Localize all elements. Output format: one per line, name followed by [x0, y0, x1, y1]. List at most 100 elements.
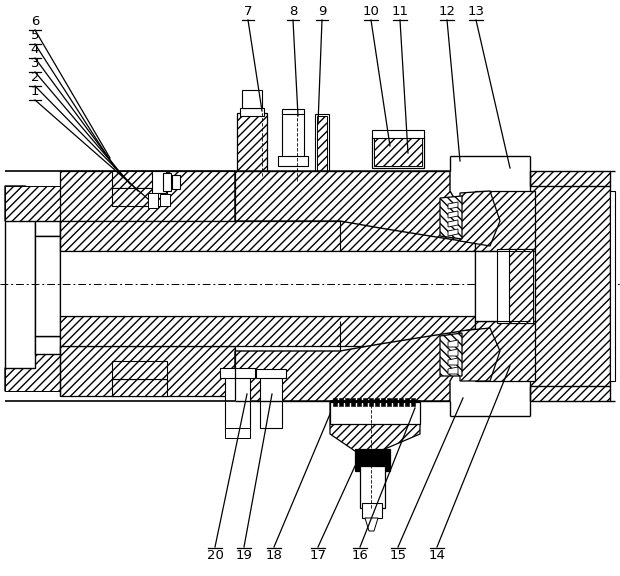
Bar	[148, 193, 158, 208]
Bar	[375, 398, 379, 406]
Bar	[5, 186, 60, 221]
Bar	[399, 398, 403, 406]
Polygon shape	[460, 328, 500, 381]
Text: 7: 7	[244, 5, 252, 18]
Bar	[160, 194, 170, 206]
Bar	[5, 221, 35, 368]
Polygon shape	[460, 191, 500, 246]
Text: 9: 9	[318, 5, 326, 18]
Text: 8: 8	[289, 5, 297, 18]
Text: 2: 2	[31, 71, 39, 84]
Bar	[405, 398, 409, 406]
Bar	[372, 136, 424, 168]
Bar	[112, 188, 167, 206]
Bar	[225, 376, 250, 431]
Polygon shape	[235, 329, 475, 401]
Polygon shape	[330, 401, 420, 451]
Bar	[357, 398, 361, 406]
Bar	[112, 379, 167, 396]
Bar	[369, 398, 373, 406]
Bar	[381, 398, 385, 406]
Polygon shape	[365, 518, 378, 531]
Bar	[35, 236, 60, 336]
Bar	[5, 354, 60, 391]
Text: 6: 6	[31, 15, 39, 28]
Bar	[225, 428, 250, 438]
Bar	[362, 503, 382, 518]
Bar	[475, 191, 535, 251]
Polygon shape	[448, 229, 458, 236]
Text: 11: 11	[391, 5, 409, 18]
Bar	[172, 175, 180, 189]
Text: 3: 3	[31, 57, 39, 70]
Bar	[237, 113, 267, 181]
Text: 10: 10	[363, 5, 379, 18]
Bar	[163, 173, 171, 191]
Polygon shape	[35, 221, 60, 236]
Text: 18: 18	[265, 549, 283, 562]
Text: 13: 13	[467, 5, 484, 18]
Bar	[360, 466, 385, 508]
Text: 12: 12	[438, 5, 456, 18]
Bar	[333, 398, 337, 406]
Bar	[393, 398, 397, 406]
Text: 17: 17	[309, 549, 327, 562]
Bar	[387, 398, 391, 406]
Bar	[351, 398, 355, 406]
Bar	[60, 346, 235, 396]
Bar	[475, 251, 535, 321]
Text: 5: 5	[31, 29, 39, 42]
Bar	[372, 130, 424, 138]
Bar	[282, 111, 304, 161]
Text: 20: 20	[206, 549, 223, 562]
Text: 16: 16	[352, 549, 368, 562]
Bar	[355, 449, 390, 471]
Text: 15: 15	[389, 549, 407, 562]
Text: 14: 14	[428, 549, 445, 562]
Bar	[497, 249, 509, 323]
Bar	[242, 90, 262, 108]
Bar	[363, 398, 367, 406]
Bar	[411, 398, 415, 406]
Polygon shape	[440, 196, 462, 239]
Bar	[315, 114, 329, 176]
Bar	[339, 398, 343, 406]
Polygon shape	[5, 354, 60, 391]
Bar	[60, 171, 235, 221]
Bar	[530, 171, 610, 401]
Bar	[152, 171, 166, 193]
Polygon shape	[35, 336, 60, 354]
Bar	[278, 156, 308, 166]
Bar	[256, 369, 286, 378]
Bar	[60, 316, 475, 346]
Text: 1: 1	[31, 85, 39, 98]
Polygon shape	[235, 171, 475, 243]
Bar	[505, 249, 533, 323]
Bar	[60, 221, 475, 251]
Bar	[345, 398, 349, 406]
Text: 19: 19	[236, 549, 252, 562]
Bar	[240, 108, 264, 116]
Polygon shape	[448, 367, 458, 374]
Bar	[112, 171, 167, 188]
Bar	[475, 321, 535, 381]
Bar	[260, 376, 282, 428]
Bar	[610, 191, 615, 381]
Polygon shape	[448, 202, 458, 209]
Bar	[330, 402, 420, 424]
Bar	[317, 116, 327, 174]
Polygon shape	[440, 333, 462, 376]
Bar	[112, 361, 167, 379]
Polygon shape	[448, 211, 458, 218]
Bar	[220, 368, 255, 378]
Polygon shape	[5, 186, 60, 221]
Bar	[60, 251, 475, 316]
Bar	[505, 249, 533, 323]
Polygon shape	[448, 340, 458, 347]
Text: 4: 4	[31, 43, 39, 56]
Polygon shape	[448, 358, 458, 365]
Bar	[374, 138, 422, 166]
Polygon shape	[448, 349, 458, 356]
Bar	[282, 109, 304, 114]
Polygon shape	[448, 220, 458, 227]
